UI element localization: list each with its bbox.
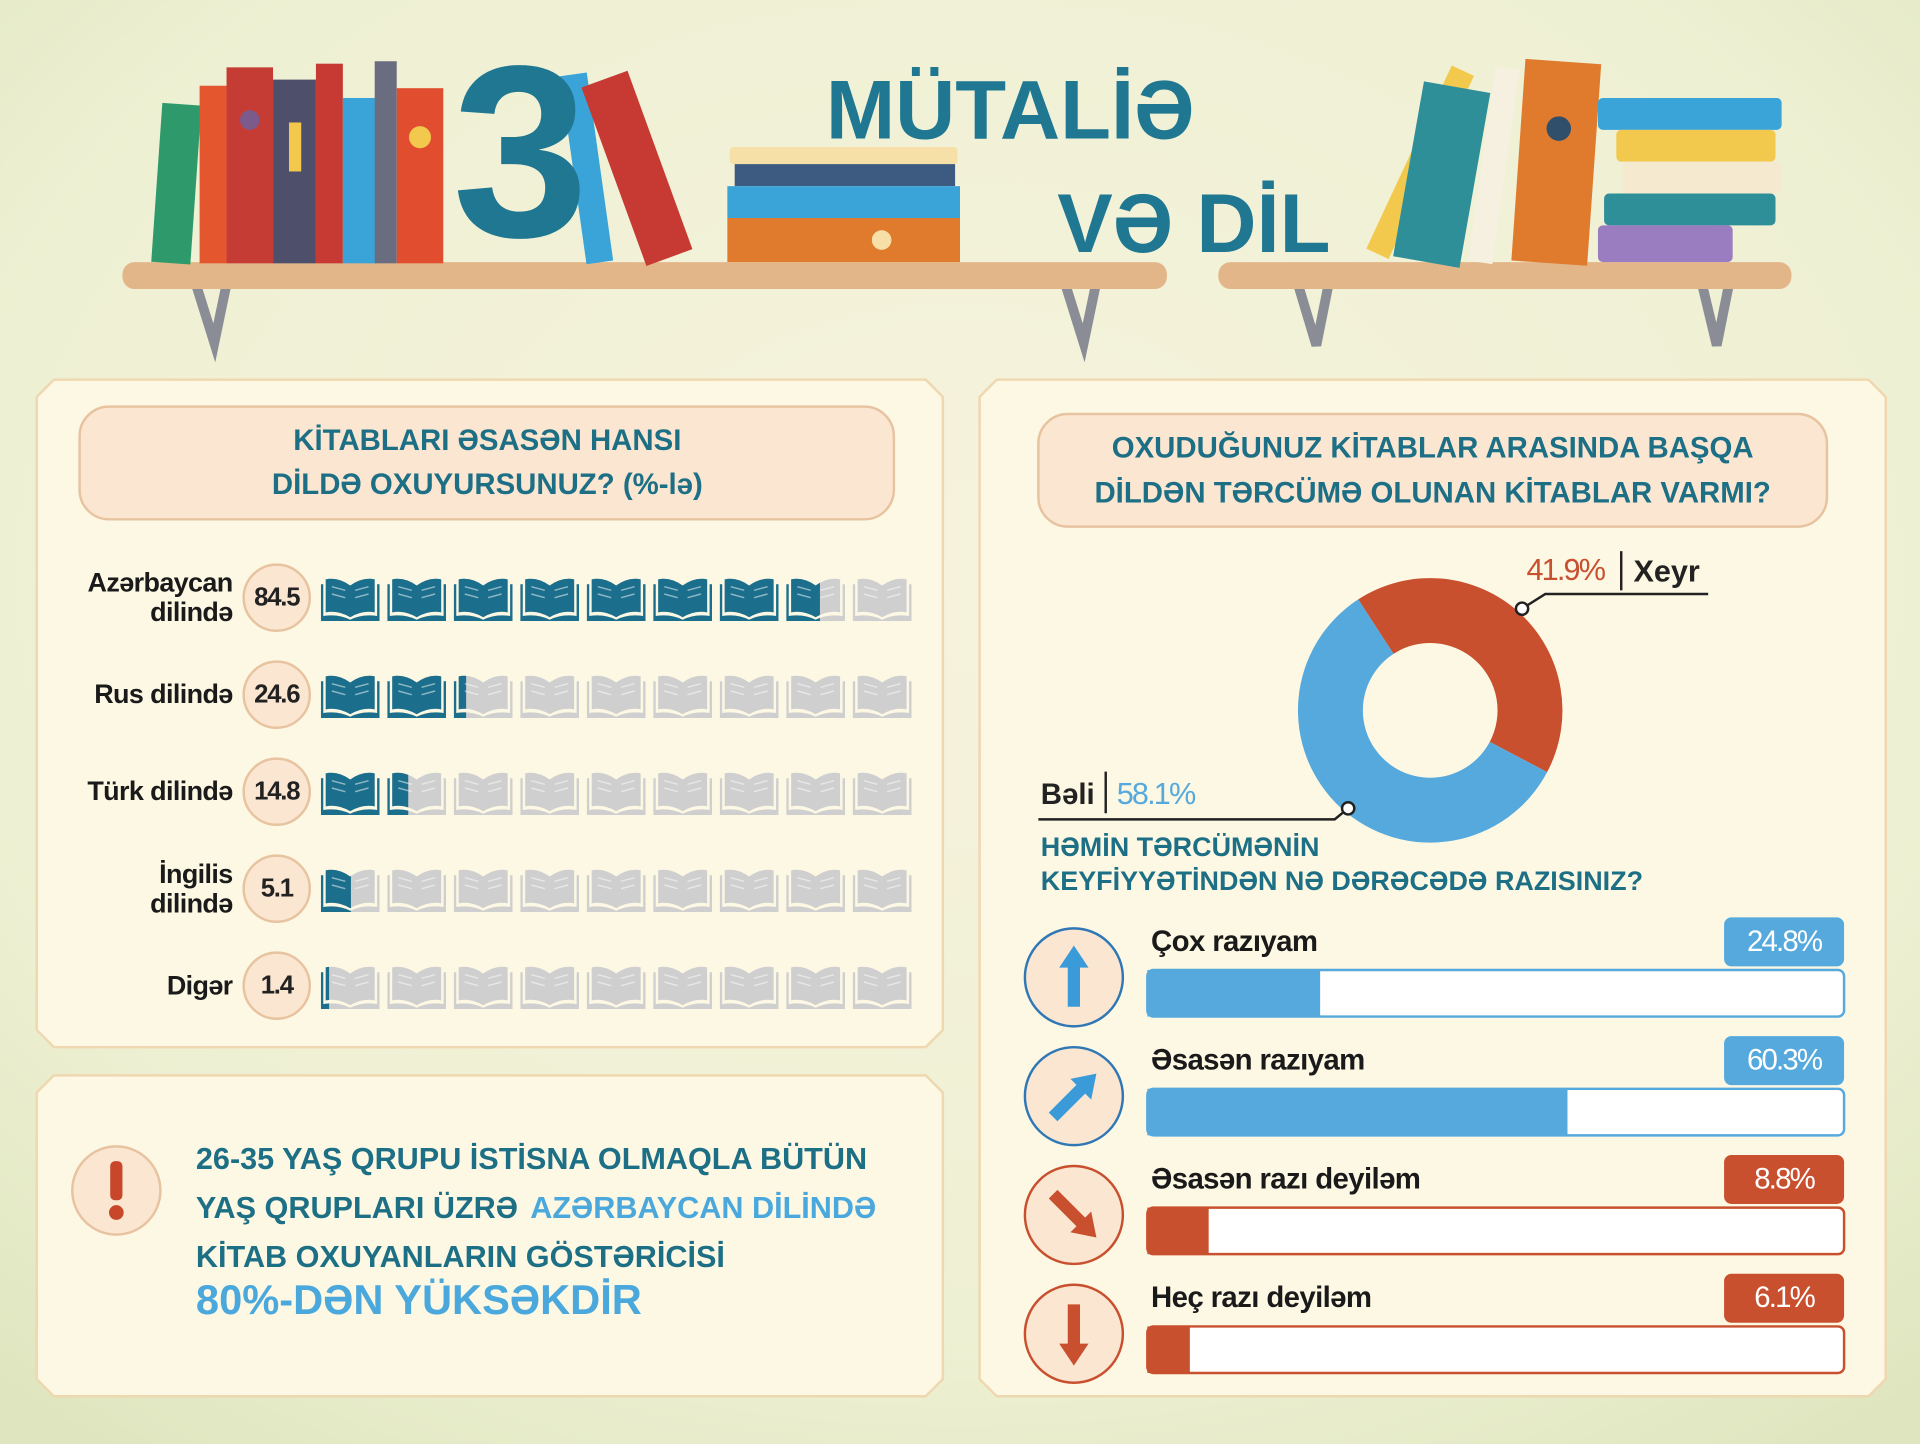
value-label: 8.8% <box>1754 1162 1815 1195</box>
category-label: Əsasən razıyam <box>1151 1044 1365 1077</box>
category-label-box: Azərbaycan dilində <box>87 567 233 628</box>
value-badge <box>1724 917 1845 967</box>
arrow <box>1048 1189 1097 1238</box>
category-label-box: İngilis dilində <box>150 858 233 919</box>
category-label: Rus dilində <box>94 678 233 710</box>
callout-dot <box>1340 800 1356 816</box>
callout-dot <box>1514 601 1530 617</box>
direction-icon <box>1023 1045 1125 1147</box>
category-label-box: Türk dilində <box>87 775 233 807</box>
arrow <box>1059 1304 1089 1366</box>
category-label: Digər <box>166 969 233 1001</box>
value-label: 5.1 <box>261 875 294 903</box>
note-line: 26-35 YAŞ QRUPU İSTİSNA OLMAQLA BÜTÜN <box>196 1141 867 1176</box>
bar-track <box>1146 1325 1846 1375</box>
donut-segment <box>1297 599 1548 843</box>
chart-title: OXUDUĞUNUZ KİTABLAR ARASINDA BAŞQA <box>1112 430 1754 464</box>
note-emphasis: 80%-DƏN YÜKSƏKDİR <box>196 1276 642 1323</box>
category-label: Əsasən razı deyiləm <box>1151 1162 1420 1195</box>
note-line: YAŞ QRUPLARI ÜZRƏ AZƏRBAYCAN DİLİNDƏ <box>196 1190 876 1225</box>
value-label: 14.8 <box>254 778 300 806</box>
value-badge <box>242 660 312 729</box>
value-badge <box>1724 1273 1845 1323</box>
direction-icon <box>1023 1283 1125 1384</box>
chart-title: DİLDƏN TƏRCÜMƏ OLUNAN KİTABLAR VARMI? <box>1094 477 1770 510</box>
chart-title: DİLDƏ OXUYURSUNUZ? (%-lə) <box>272 468 703 501</box>
donut-segment <box>1358 578 1563 773</box>
value-label: 24.8% <box>1747 925 1823 958</box>
bar <box>1147 1207 1209 1255</box>
category-label: Heç razı deyiləm <box>1151 1281 1371 1314</box>
value-label: 6.1% <box>1754 1281 1815 1314</box>
callout-line <box>1521 592 1709 610</box>
note-text: YAŞ QRUPLARI ÜZRƏ <box>196 1190 518 1225</box>
note: 26-35 YAŞ QRUPU İSTİSNA OLMAQLA BÜTÜN YAŞ… <box>196 1141 876 1274</box>
category-label-box: Rus dilində <box>94 678 233 710</box>
header-title: MÜTALİƏ <box>826 63 1195 156</box>
arrow <box>1048 1073 1097 1122</box>
value-badge <box>242 854 312 923</box>
header-number: 3 <box>452 14 588 288</box>
note-line: KİTAB OXUYANLARIN GÖSTƏRİCİSİ <box>196 1239 725 1274</box>
chart-title: HƏMİN TƏRCÜMƏNİN <box>1041 832 1320 862</box>
value-label: 41.9% <box>1526 553 1605 587</box>
value-badge <box>242 563 312 632</box>
note-icon <box>71 1145 162 1236</box>
bar <box>1147 1326 1190 1373</box>
bar-track <box>1146 1206 1846 1256</box>
category-label-box: Digər <box>166 969 233 1001</box>
note-text: 26-35 YAŞ QRUPU İSTİSNA OLMAQLA BÜTÜN <box>196 1141 867 1176</box>
bar <box>1147 970 1321 1017</box>
direction-icon <box>1023 927 1125 1028</box>
value-label: 58.1% <box>1117 777 1196 811</box>
arrow <box>1059 945 1089 1007</box>
category-label: Bəli <box>1041 778 1095 811</box>
value-label: 1.4 <box>261 972 295 1000</box>
category-label: Azərbaycan dilində <box>87 567 233 628</box>
value-badge <box>242 757 312 826</box>
direction-icon <box>1023 1164 1125 1266</box>
category-label: Çox razıyam <box>1151 925 1317 958</box>
chart-title: KİTABLARI ƏSASƏN HANSI <box>293 424 681 457</box>
value-badge <box>242 951 312 1020</box>
bookshelf-decoration <box>122 58 1792 363</box>
note-text: AZƏRBAYCAN DİLİNDƏ <box>530 1191 876 1225</box>
chart-title: KEYFİYYƏTİNDƏN NƏ DƏRƏCƏDƏ RAZISINIZ? <box>1041 866 1643 896</box>
category-label: İngilis dilində <box>150 858 233 919</box>
value-badge <box>1724 1154 1845 1204</box>
category-label: Türk dilində <box>87 775 233 807</box>
value-badge <box>1724 1036 1845 1086</box>
category-label: Xeyr <box>1633 554 1699 588</box>
value-label: 24.6 <box>254 681 300 709</box>
note-text: KİTAB OXUYANLARIN GÖSTƏRİCİSİ <box>196 1239 725 1274</box>
bar <box>1147 1088 1568 1136</box>
value-label: 84.5 <box>254 584 300 612</box>
header-title: VƏ DİL <box>1057 177 1330 270</box>
value-label: 60.3% <box>1747 1044 1823 1077</box>
